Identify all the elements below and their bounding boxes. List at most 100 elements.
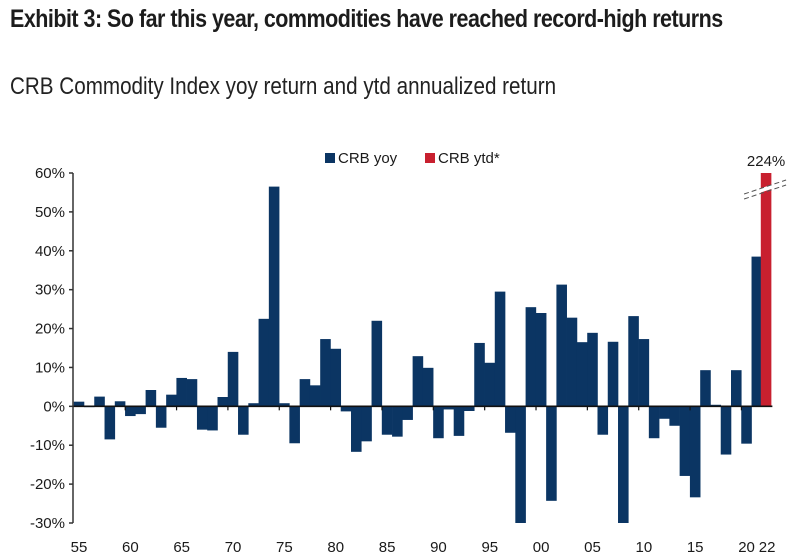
x-tick-label: 90 bbox=[430, 539, 447, 556]
bar-yoy-1976 bbox=[289, 406, 300, 444]
bar-yoy-1981 bbox=[340, 406, 352, 412]
bar-yoy-1968 bbox=[207, 406, 218, 431]
y-tick-label: 50% bbox=[35, 204, 65, 221]
bar-yoy-2011 bbox=[648, 406, 660, 439]
bar-yoy-2015 bbox=[689, 406, 701, 498]
legend-label-ytd: CRB ytd* bbox=[438, 150, 500, 167]
y-tick-label: 60% bbox=[35, 165, 65, 182]
x-tick-label: 10 bbox=[636, 539, 653, 556]
y-tick-label: 30% bbox=[35, 282, 65, 299]
x-tick-label: 85 bbox=[379, 539, 396, 556]
bar-yoy-1983 bbox=[361, 406, 372, 442]
bar-yoy-2016 bbox=[700, 370, 711, 407]
bar-yoy-1961 bbox=[135, 406, 146, 415]
bar-yoy-1975 bbox=[279, 403, 290, 407]
bar-yoy-2010 bbox=[638, 339, 650, 407]
bar-yoy-1998 bbox=[515, 406, 526, 523]
bar-yoy-2004 bbox=[576, 342, 588, 407]
bar-yoy-2018 bbox=[720, 406, 732, 455]
bar-yoy-1963 bbox=[155, 406, 167, 428]
bar-yoy-1980 bbox=[330, 348, 342, 407]
bar-yoy-2021 bbox=[751, 256, 763, 407]
bar-yoy-1971 bbox=[238, 406, 249, 435]
x-axis: 55 60 65 70 75 80 85 90 95 00 05 10 15 20 22 bbox=[71, 406, 776, 556]
y-tick-label: 40% bbox=[35, 243, 65, 260]
bar-yoy-1988 bbox=[412, 356, 424, 407]
bar-yoy-1994 bbox=[474, 342, 485, 407]
bar-yoy-2006 bbox=[597, 406, 609, 435]
bar-yoy-1987 bbox=[402, 406, 413, 420]
bar-yoy-1958 bbox=[104, 406, 116, 440]
bar-yoy-2003 bbox=[566, 317, 578, 407]
y-axis: 60% 50% 40% 30% 20% 10% 0% -10% -20% -30% bbox=[30, 165, 74, 532]
x-tick-label: 22 bbox=[759, 539, 776, 556]
bar-yoy-1995 bbox=[484, 362, 496, 407]
legend: CRB yoy CRB ytd* bbox=[325, 150, 500, 167]
x-tick-label: 95 bbox=[481, 539, 498, 556]
bar-yoy-1974 bbox=[268, 186, 280, 407]
legend-label-yoy: CRB yoy bbox=[338, 150, 398, 167]
bar-yoy-1992 bbox=[453, 406, 465, 436]
bar-yoy-2000 bbox=[535, 313, 547, 407]
y-tick-label: -20% bbox=[30, 476, 65, 493]
x-tick-label: 80 bbox=[327, 539, 344, 556]
bar-yoy-1979 bbox=[320, 339, 331, 407]
bar-yoy-1960 bbox=[125, 406, 136, 417]
bar-yoy-2005 bbox=[587, 332, 598, 407]
bar-yoy-2002 bbox=[556, 284, 567, 407]
bar-yoy-1966 bbox=[186, 379, 198, 407]
bar-yoy-1965 bbox=[176, 377, 187, 407]
annotations: 224% bbox=[743, 153, 787, 200]
bar-yoy-1990 bbox=[433, 406, 444, 439]
bar-yoy-2020 bbox=[741, 406, 752, 444]
bar-yoy-1973 bbox=[258, 318, 270, 407]
axis-break-gap bbox=[743, 180, 787, 198]
bar-yoy-1962 bbox=[145, 390, 157, 407]
bar-yoy-1967 bbox=[196, 406, 208, 430]
bar-yoy-1982 bbox=[351, 406, 362, 452]
chart-title: Exhibit 3: So far this year, commodities… bbox=[10, 5, 723, 33]
x-tick-label: 75 bbox=[276, 539, 293, 556]
bar-yoy-2001 bbox=[546, 406, 557, 501]
axis-break-line-lower bbox=[743, 184, 787, 200]
y-tick-label: 20% bbox=[35, 321, 65, 338]
bar-yoy-1999 bbox=[525, 307, 537, 407]
x-tick-label: 70 bbox=[225, 539, 242, 556]
bar-ytd-2022 bbox=[760, 173, 772, 407]
bar-yoy-2013 bbox=[669, 406, 680, 426]
axis-break-line-upper bbox=[743, 179, 787, 195]
y-tick-label: 10% bbox=[35, 359, 65, 376]
bar-yoy-1986 bbox=[392, 406, 403, 437]
x-tick-label: 05 bbox=[584, 539, 601, 556]
bar-yoy-1984 bbox=[371, 320, 383, 407]
bar-yoy-1993 bbox=[463, 406, 475, 411]
bar-yoy-1996 bbox=[494, 291, 506, 407]
y-tick-label: -10% bbox=[30, 437, 65, 454]
bar-yoy-1978 bbox=[309, 385, 321, 407]
bar-yoy-1997 bbox=[505, 406, 516, 433]
x-tick-label: 55 bbox=[71, 539, 88, 556]
bar-yoy-1989 bbox=[422, 367, 434, 407]
x-tick-label: 00 bbox=[533, 539, 550, 556]
x-tick-label: 15 bbox=[687, 539, 704, 556]
bar-yoy-2007 bbox=[607, 341, 619, 407]
legend-swatch-yoy bbox=[325, 153, 335, 163]
bar-yoy-1959 bbox=[114, 401, 126, 407]
data-label-ytd: 224% bbox=[747, 153, 785, 170]
chart-subtitle: CRB Commodity Index yoy return and ytd a… bbox=[10, 73, 557, 100]
bar-yoy-2009 bbox=[628, 316, 639, 407]
bar-yoy-1972 bbox=[248, 403, 259, 407]
bar-yoy-1985 bbox=[381, 406, 393, 435]
bar-yoy-2012 bbox=[659, 406, 670, 419]
bar-yoy-1957 bbox=[94, 396, 105, 407]
bar-yoy-2008 bbox=[618, 406, 629, 523]
bar-yoy-1970 bbox=[227, 351, 239, 407]
bar-yoy-1969 bbox=[217, 397, 229, 407]
x-tick-label: 65 bbox=[173, 539, 190, 556]
y-tick-label: -30% bbox=[30, 515, 65, 532]
bar-yoy-1977 bbox=[299, 379, 311, 407]
bar-yoy-2014 bbox=[679, 406, 691, 476]
bar-yoy-1955 bbox=[73, 401, 85, 407]
bar-yoy-1991 bbox=[443, 406, 454, 410]
